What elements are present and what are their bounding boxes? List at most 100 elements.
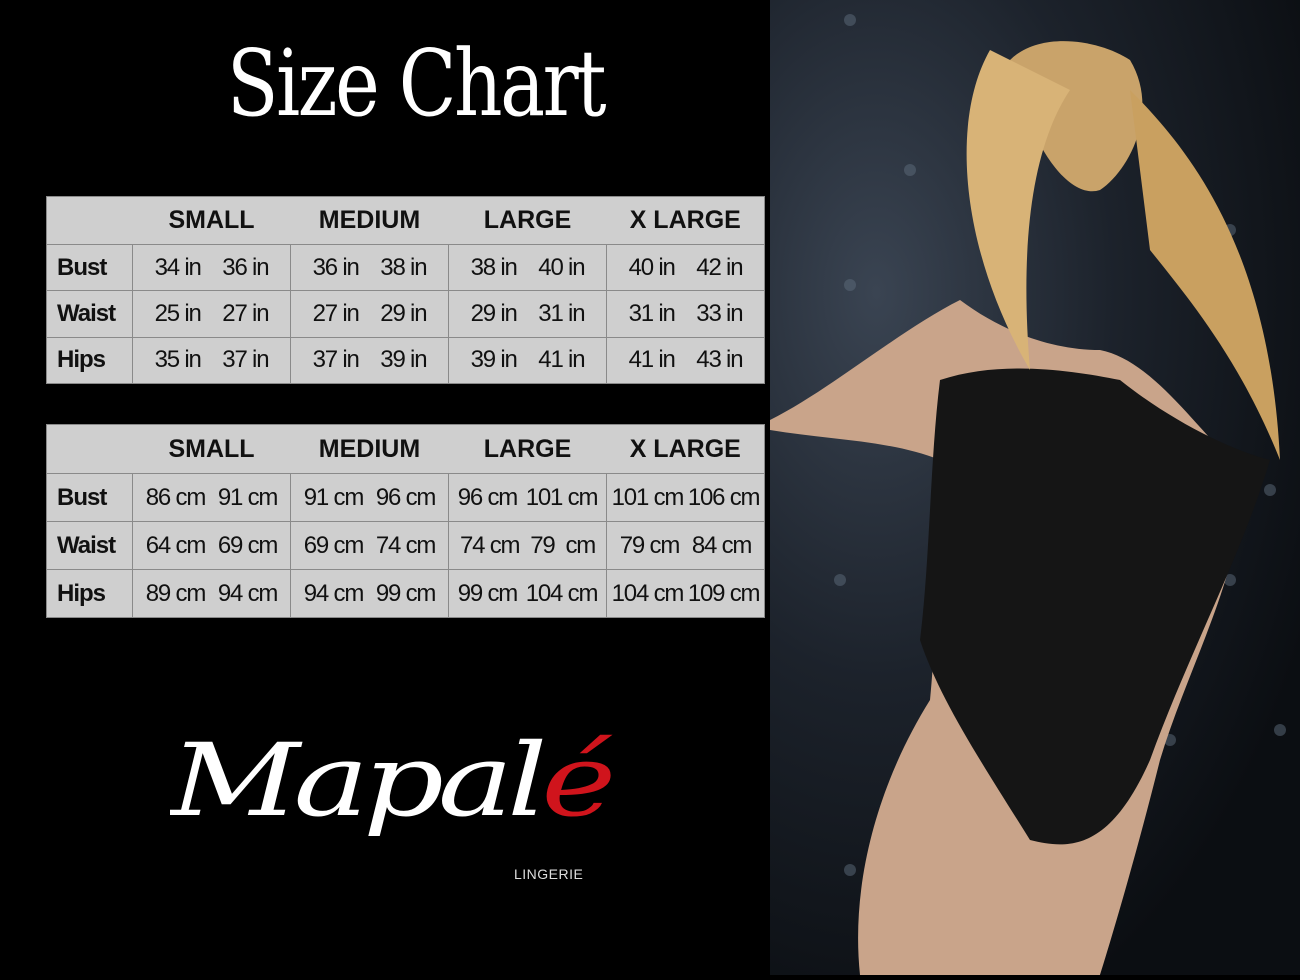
max-value: 41 in	[538, 346, 585, 374]
min-value: 41 in	[628, 346, 676, 374]
model-photo	[770, 0, 1300, 975]
max-value: 109 cm	[687, 579, 761, 607]
size-cell: 64 cm 69 cm	[132, 521, 291, 571]
max-value: 40 in	[538, 253, 585, 281]
size-cell: 86 cm 91 cm	[132, 473, 291, 523]
brand-tagline: LINGERIE	[514, 866, 584, 882]
max-value: 39 in	[380, 346, 427, 374]
size-cell: 94 cm 99 cm	[290, 569, 449, 618]
min-value: 99 cm	[457, 579, 519, 607]
size-cell: 34 in 36 in	[132, 243, 291, 292]
min-value: 31 in	[628, 299, 676, 327]
size-cell: 69 cm 74 cm	[290, 521, 449, 571]
size-cell: 38 in 40 in	[448, 243, 607, 292]
table-row: Hips 89 cm 94 cm 94 cm 99 cm 99 cm 104 cm 104 c…	[46, 569, 765, 618]
min-value: 37 in	[312, 346, 360, 374]
table-row: Bust 86 cm 91 cm 91 cm 96 cm 96 cm 101 cm 101 c…	[46, 473, 765, 523]
min-value: 101 cm	[611, 483, 685, 511]
max-value: 79 cm	[530, 531, 596, 559]
max-value: 38 in	[380, 253, 427, 281]
max-value: 106 cm	[687, 483, 761, 511]
size-cell: 29 in 31 in	[448, 290, 607, 338]
table-row: Waist 25 in 27 in 27 in 29 in 29 in 31 in 31 in…	[46, 290, 765, 338]
max-value: 99 cm	[375, 579, 437, 607]
size-cell: 25 in 27 in	[132, 290, 291, 338]
min-value: 36 in	[312, 253, 360, 281]
min-value: 34 in	[154, 253, 202, 281]
min-value: 40 in	[628, 253, 676, 281]
size-cell: 74 cm 79 cm	[448, 521, 607, 571]
max-value: 84 cm	[691, 531, 753, 559]
min-value: 25 in	[154, 299, 202, 327]
measure-label: Waist	[46, 521, 133, 571]
size-cell: 40 in 42 in	[606, 243, 765, 292]
size-header: LARGE	[448, 423, 607, 475]
size-header: X LARGE	[606, 423, 765, 475]
table-row: Hips 35 in 37 in 37 in 39 in 39 in 41 in 41 in 4…	[46, 336, 765, 385]
size-cell: 35 in 37 in	[132, 336, 291, 385]
measure-label: Bust	[46, 243, 133, 292]
min-value: 86 cm	[145, 483, 207, 511]
header-row: SMALL MEDIUM LARGE X LARGE	[46, 196, 765, 245]
measure-label: Hips	[46, 336, 133, 385]
min-value: 35 in	[154, 346, 202, 374]
model-silhouette	[770, 14, 1286, 975]
size-table-cm: SMALL MEDIUM LARGE X LARGE Bust 86 cm 91 cm 91 …	[46, 423, 765, 618]
max-value: 69 cm	[217, 531, 279, 559]
table-row: Bust 34 in 36 in 36 in 38 in 38 in 40 in 40 in 4…	[46, 243, 765, 292]
size-header: MEDIUM	[290, 196, 449, 245]
size-cell: 36 in 38 in	[290, 243, 449, 292]
min-value: 104 cm	[611, 579, 685, 607]
min-value: 96 cm	[457, 483, 519, 511]
size-header: X LARGE	[606, 196, 765, 245]
min-value: 89 cm	[145, 579, 207, 607]
measure-label: Waist	[46, 290, 133, 338]
size-cell: 91 cm 96 cm	[290, 473, 449, 523]
size-cell: 41 in 43 in	[606, 336, 765, 385]
measure-label: Hips	[46, 569, 133, 618]
max-value: 91 cm	[217, 483, 279, 511]
min-value: 91 cm	[303, 483, 365, 511]
min-value: 27 in	[312, 299, 360, 327]
mapale-logo: Mapal é	[170, 722, 619, 839]
page-title: Size Chart	[226, 30, 607, 137]
min-value: 79 cm	[619, 531, 681, 559]
size-header: LARGE	[448, 196, 607, 245]
max-value: 94 cm	[217, 579, 279, 607]
max-value: 31 in	[538, 299, 585, 327]
max-value: 36 in	[222, 253, 269, 281]
max-value: 37 in	[222, 346, 269, 374]
table-row: Waist 64 cm 69 cm 69 cm 74 cm 74 cm 79 cm 79 cm…	[46, 521, 765, 571]
min-value: 39 in	[470, 346, 518, 374]
size-cell: 37 in 39 in	[290, 336, 449, 385]
size-cell: 99 cm 104 cm	[448, 569, 607, 618]
size-cell: 96 cm 101 cm	[448, 473, 607, 523]
max-value: 74 cm	[375, 531, 437, 559]
max-value: 33 in	[696, 299, 743, 327]
max-value: 27 in	[222, 299, 269, 327]
measure-label: Bust	[46, 473, 133, 523]
size-cell: 101 cm 106 cm	[606, 473, 765, 523]
size-cell: 104 cm 109 cm	[606, 569, 765, 618]
min-value: 38 in	[470, 253, 518, 281]
max-value: 104 cm	[525, 579, 599, 607]
min-value: 29 in	[470, 299, 518, 327]
min-value: 64 cm	[145, 531, 207, 559]
size-cell: 89 cm 94 cm	[132, 569, 291, 618]
min-value: 74 cm	[459, 531, 521, 559]
max-value: 101 cm	[525, 483, 599, 511]
max-value: 96 cm	[375, 483, 437, 511]
max-value: 43 in	[696, 346, 743, 374]
min-value: 94 cm	[303, 579, 365, 607]
size-cell: 27 in 29 in	[290, 290, 449, 338]
size-cell: 39 in 41 in	[448, 336, 607, 385]
min-value: 69 cm	[303, 531, 365, 559]
max-value: 42 in	[696, 253, 743, 281]
size-cell: 31 in 33 in	[606, 290, 765, 338]
size-table-inches: SMALL MEDIUM LARGE X LARGE Bust 34 in 36 in 36 …	[46, 196, 765, 385]
size-cell: 79 cm 84 cm	[606, 521, 765, 571]
max-value: 29 in	[380, 299, 427, 327]
size-header: MEDIUM	[290, 423, 449, 475]
size-header: SMALL	[132, 423, 291, 475]
